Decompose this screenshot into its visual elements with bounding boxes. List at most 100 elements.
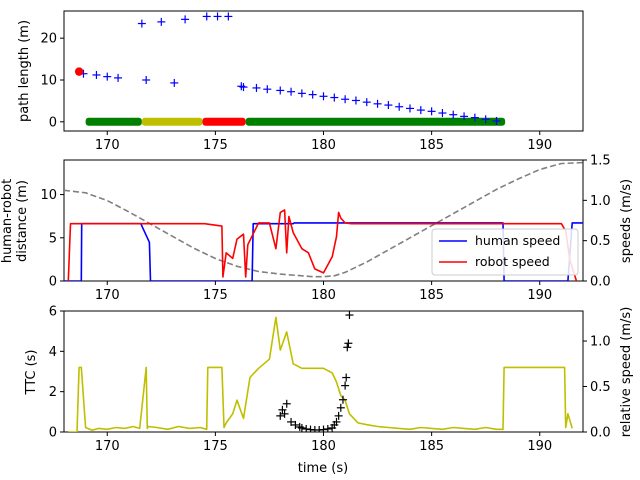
x-tick-label-1-170: 170 xyxy=(95,138,120,153)
y-axis-label-path-length: path length (m) xyxy=(17,20,32,122)
x-tick-label-3-190: 190 xyxy=(527,439,552,454)
path-point-22 xyxy=(341,95,350,104)
line-relative-speed xyxy=(68,316,573,432)
y-axis-label-distance: human-robotdistance (m) xyxy=(0,179,30,263)
legend-box xyxy=(431,228,579,276)
path-point-23 xyxy=(351,96,360,105)
ttc-point-2 xyxy=(280,409,289,418)
x-tick-label-2-170: 170 xyxy=(95,288,120,303)
path-point-30 xyxy=(427,107,436,116)
y-axis-label-relative-speed: relative speed (m/s) xyxy=(619,307,634,438)
ttc-point-1 xyxy=(278,405,287,414)
x-tick-label-3-185: 185 xyxy=(419,439,444,454)
y-axis-label-speeds: speeds (m/s) xyxy=(619,179,634,263)
ttc-point-22 xyxy=(343,343,352,352)
ttc-point-20 xyxy=(341,381,350,390)
ttc-point-16 xyxy=(332,417,341,426)
path-point-14 xyxy=(252,83,261,92)
x-tick-label-3-175: 175 xyxy=(203,439,228,454)
path-point-27 xyxy=(395,102,404,111)
ttc-point-23 xyxy=(344,339,353,348)
panel-distance-speeds: 170 175 180 185 190 0 5 10 0.0 0.5 1.0 1.5 human-… xyxy=(0,154,634,304)
ttc-point-4 xyxy=(287,417,296,426)
y-tick-label-2-0: 0 xyxy=(49,275,57,290)
y-axis-label-ttc: TTC (s) xyxy=(24,349,39,395)
ttc-point-7 xyxy=(297,423,306,432)
path-point-16 xyxy=(276,86,285,95)
path-point-24 xyxy=(362,98,371,107)
path-point-8 xyxy=(213,12,222,21)
legend-label-human-speed: human speed xyxy=(475,233,560,248)
y-right-tick-label-3-0.5: 0.5 xyxy=(590,380,611,395)
panel-ttc: 170 175 180 185 190 0 2 4 6 0.0 0.5 1.0 TTC (s) r… xyxy=(24,305,634,477)
path-point-20 xyxy=(319,92,328,101)
path-point-10 xyxy=(142,75,151,84)
path-point-9 xyxy=(224,12,233,21)
robot-point-0 xyxy=(74,67,84,76)
y-tick-label-3-6: 6 xyxy=(49,305,57,320)
timeline-segment-2 xyxy=(202,117,246,126)
x-tick-label-2-175: 175 xyxy=(203,288,228,303)
path-point-13 xyxy=(239,83,248,92)
x-tick-label-1-175: 175 xyxy=(203,138,228,153)
ttc-point-24 xyxy=(345,311,354,320)
legend: human speed robot speed xyxy=(431,228,579,276)
timeline-segment-3 xyxy=(245,117,506,126)
ttc-point-18 xyxy=(336,403,345,412)
ttc-point-12 xyxy=(319,425,328,432)
path-point-35 xyxy=(481,115,490,124)
timeline-segment-1 xyxy=(141,117,203,126)
y-tick-label-3-0: 0 xyxy=(49,426,57,441)
ttc-point-8 xyxy=(302,424,311,432)
line-distance xyxy=(64,161,583,278)
y-tick-label-1-20: 20 xyxy=(40,32,57,47)
path-point-32 xyxy=(449,110,458,119)
x-axis-label-time: time (s) xyxy=(298,461,348,476)
path-point-28 xyxy=(406,104,414,113)
x-tick-label-2-185: 185 xyxy=(419,288,444,303)
path-point-26 xyxy=(384,101,393,110)
ttc-point-6 xyxy=(295,422,304,431)
y-tick-label-2-5: 5 xyxy=(49,231,57,246)
x-tick-label-3-170: 170 xyxy=(95,439,120,454)
x-tick-label-1-180: 180 xyxy=(311,138,336,153)
line-robot-speed xyxy=(67,209,578,281)
path-point-7 xyxy=(202,12,211,21)
path-point-6 xyxy=(181,15,190,24)
path-point-4 xyxy=(137,19,146,28)
ttc-point-19 xyxy=(338,395,347,404)
y-tick-label-3-2: 2 xyxy=(49,385,57,400)
y-right-tick-label-2-1: 1.0 xyxy=(590,194,611,209)
x-tick-label-2-180: 180 xyxy=(311,288,336,303)
path-point-21 xyxy=(330,93,339,102)
y-right-tick-label-3-0: 0.0 xyxy=(590,426,611,441)
y-right-tick-label-3-1: 1.0 xyxy=(590,335,611,350)
y-tick-label-1-10: 10 xyxy=(40,73,57,88)
path-point-31 xyxy=(438,109,447,118)
path-point-3 xyxy=(114,73,123,82)
y-right-tick-label-2-0.5: 0.5 xyxy=(590,234,611,249)
path-point-33 xyxy=(460,112,469,121)
y-right-tick-label-2-1.5: 1.5 xyxy=(590,154,611,169)
x-tick-label-2-190: 190 xyxy=(527,288,552,303)
path-point-5 xyxy=(157,17,166,26)
panel-path-length: 170 175 180 185 190 0 10 20 path length (m) xyxy=(17,10,584,153)
path-point-25 xyxy=(373,99,382,108)
x-tick-label-3-180: 180 xyxy=(311,439,336,454)
ttc-point-21 xyxy=(342,373,351,382)
ttc-point-3 xyxy=(282,399,291,408)
legend-label-robot-speed: robot speed xyxy=(475,254,550,269)
path-point-15 xyxy=(263,85,272,94)
y-right-tick-label-2-0: 0.0 xyxy=(590,275,611,290)
path-point-18 xyxy=(297,89,306,98)
ttc-point-17 xyxy=(334,411,343,420)
panel-path-length-frame xyxy=(63,10,584,132)
path-point-36 xyxy=(492,116,501,125)
path-point-34 xyxy=(470,113,479,122)
path-point-29 xyxy=(416,106,425,115)
y-tick-label-3-4: 4 xyxy=(49,345,57,360)
path-point-12 xyxy=(237,82,246,91)
ttc-point-5 xyxy=(291,420,300,429)
path-point-2 xyxy=(103,72,112,81)
